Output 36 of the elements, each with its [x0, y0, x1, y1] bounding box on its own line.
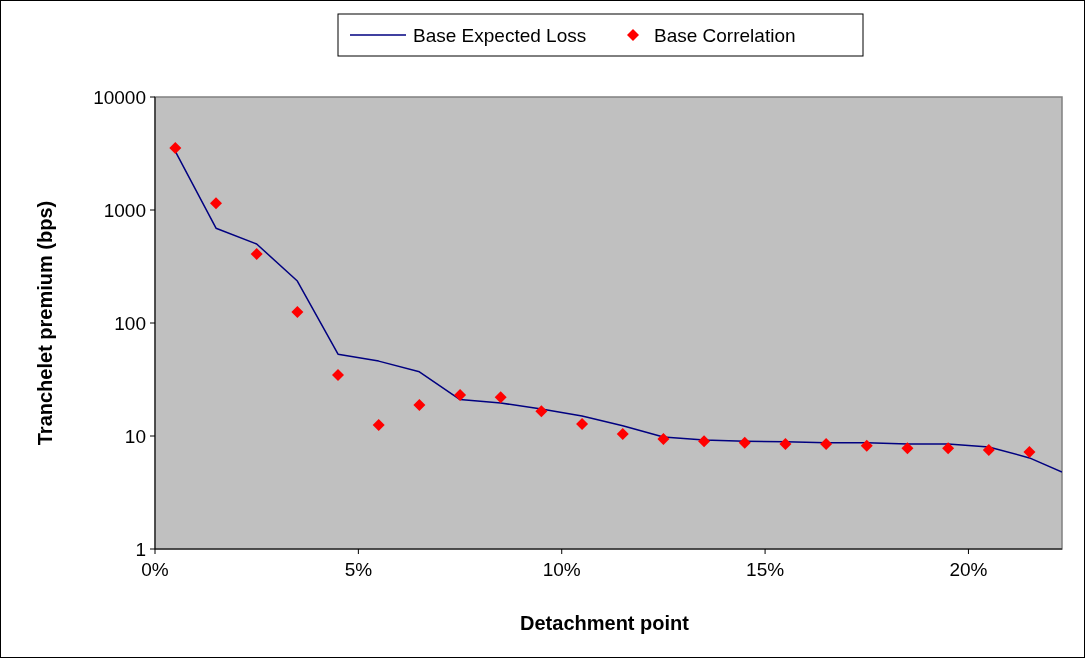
- x-tick-label: 5%: [344, 559, 373, 580]
- point: [250, 248, 263, 260]
- x-tick-label: 15%: [746, 559, 785, 580]
- y-tick-label: 10000: [93, 86, 146, 108]
- point: [1023, 446, 1036, 459]
- point: [332, 368, 345, 381]
- point: [413, 399, 426, 412]
- point: [901, 442, 914, 455]
- y-tick-label: 100: [114, 312, 146, 334]
- point: [291, 306, 304, 319]
- point: [779, 437, 792, 450]
- point: [616, 428, 629, 441]
- legend-label: Base Expected Loss: [413, 24, 587, 46]
- x-axis-title: Detachment point: [520, 612, 690, 634]
- y-tick-label: 1000: [103, 199, 146, 221]
- point: [820, 437, 833, 450]
- point: [942, 442, 955, 455]
- point: [982, 444, 995, 457]
- y-tick-label: 10: [124, 425, 146, 447]
- point: [860, 439, 873, 452]
- point: [698, 435, 711, 448]
- point: [576, 417, 589, 430]
- point: [372, 419, 385, 432]
- point: [169, 141, 182, 154]
- point: [494, 391, 507, 404]
- x-tick-label: 0%: [141, 559, 169, 580]
- point: [657, 433, 670, 446]
- legend-label: Base Correlation: [654, 24, 796, 46]
- x-tick-label: 10%: [542, 559, 581, 580]
- point: [535, 405, 548, 418]
- y-axis-title: Tranchelet premium (bps): [34, 200, 56, 446]
- point: [454, 389, 467, 402]
- y-tick-label: 1: [135, 538, 146, 560]
- point: [210, 197, 223, 210]
- point: [738, 436, 751, 449]
- x-tick-label: 20%: [949, 559, 988, 580]
